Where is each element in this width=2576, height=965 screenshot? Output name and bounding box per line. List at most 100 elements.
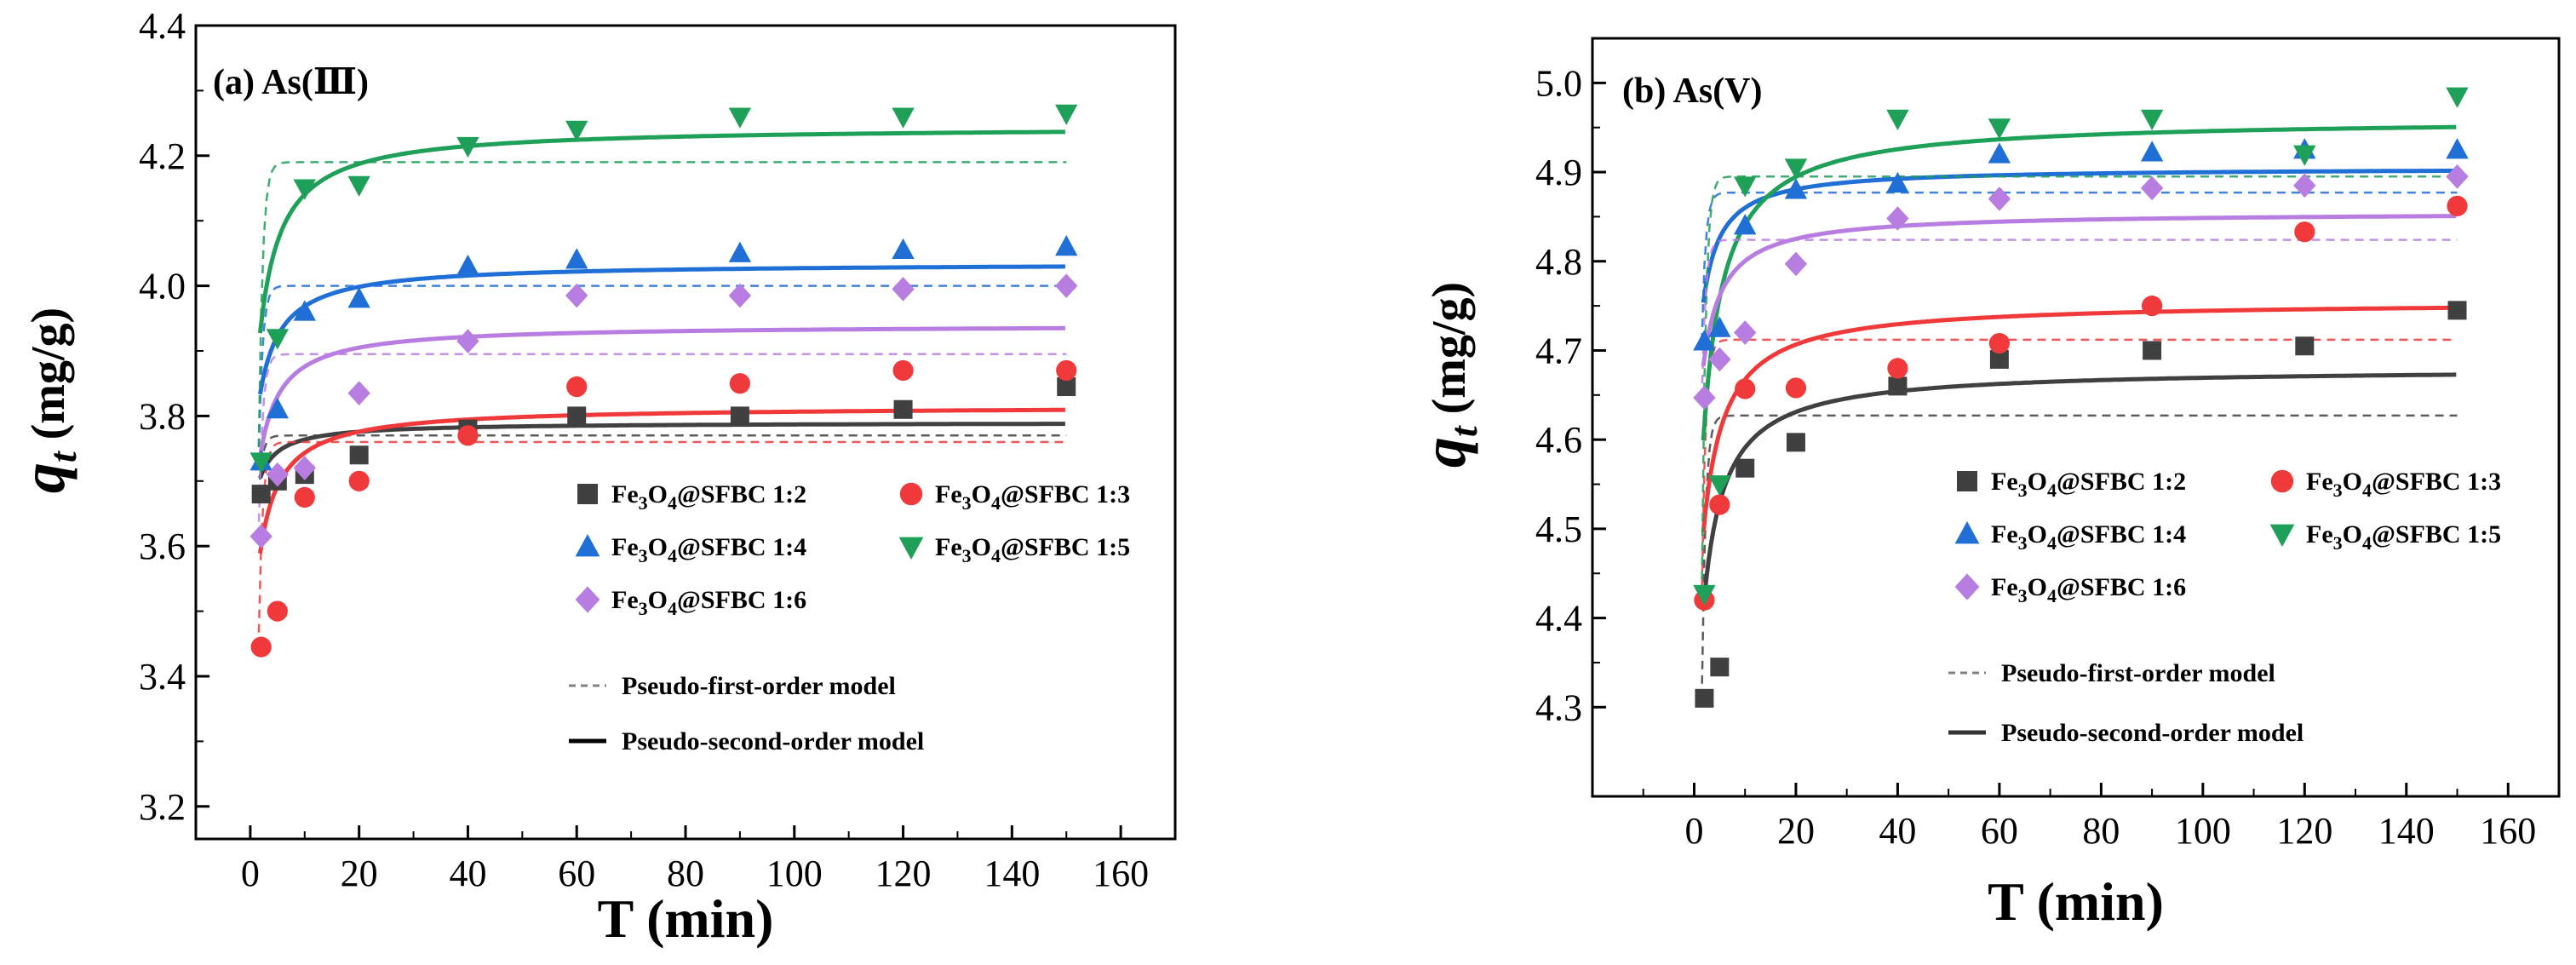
pso-curve-fe3o4-sfbc-1-3 (257, 407, 1065, 554)
data-point-fe3o4-sfbc-1-2 (349, 445, 369, 465)
data-point-fe3o4-sfbc-1-3 (1988, 332, 2010, 354)
y-tick-label: 4.5 (1535, 508, 1582, 550)
data-point-fe3o4-sfbc-1-2 (251, 485, 271, 504)
data-point-fe3o4-sfbc-1-6 (2140, 175, 2164, 201)
legend-label: Fe3O4@SFBC 1:2 (1991, 468, 2186, 501)
legend-subscript: 4 (2362, 532, 2372, 554)
legend-label: Fe3O4@SFBC 1:5 (2306, 520, 2501, 554)
legend-subscript: 4 (668, 492, 677, 514)
legend-marker (899, 482, 923, 506)
x-tick-label: 160 (2480, 810, 2536, 852)
pso-curve-fe3o4-sfbc-1-2 (258, 422, 1065, 480)
y-axis-label-subscript: t (41, 451, 84, 462)
legend-text-part: Fe (1991, 520, 2018, 549)
data-point-fe3o4-sfbc-1-3 (1785, 377, 1807, 399)
legend-label: Fe3O4@SFBC 1:5 (935, 533, 1130, 566)
data-point-fe3o4-sfbc-1-4 (2446, 138, 2469, 159)
legend-text-part: Fe (935, 480, 962, 508)
data-point-fe3o4-sfbc-1-6 (1784, 251, 1808, 277)
legend-text-part: O (2028, 468, 2047, 496)
x-tick-label: 100 (766, 853, 823, 894)
plot-frame (1591, 37, 2561, 798)
legend-marker (2269, 524, 2295, 547)
pso-curve-fe3o4-sfbc-1-4 (257, 264, 1065, 395)
data-point-fe3o4-sfbc-1-3 (250, 636, 272, 658)
legend-text-part: @SFBC 1:5 (1001, 533, 1130, 561)
y-tick-label: 3.6 (139, 526, 186, 567)
legend-text-part: O (2343, 468, 2362, 496)
legend-subscript: 3 (639, 598, 648, 619)
pso-curve-fe3o4-sfbc-1-6 (1701, 214, 2457, 367)
pfo-curve-fe3o4-sfbc-1-2 (1701, 414, 2458, 698)
legend-label: Fe3O4@SFBC 1:3 (935, 480, 1130, 514)
data-point-fe3o4-sfbc-1-4 (1734, 214, 1757, 235)
data-point-fe3o4-sfbc-1-5 (293, 179, 316, 200)
y-tick-label: 4.3 (1535, 686, 1582, 728)
legend-text-part: O (648, 586, 668, 614)
x-tick-label: 20 (1777, 810, 1815, 852)
data-point-fe3o4-sfbc-1-3 (2142, 296, 2163, 317)
legend-subscript: 3 (639, 492, 648, 514)
data-point-fe3o4-sfbc-1-6 (1734, 320, 1757, 345)
data-point-fe3o4-sfbc-1-3 (267, 600, 288, 622)
data-point-fe3o4-sfbc-1-6 (1055, 273, 1078, 298)
y-axis-label: qt (mg/g) (1410, 282, 1485, 468)
data-point-fe3o4-sfbc-1-6 (2446, 164, 2469, 189)
legend-subscript: 4 (2047, 585, 2057, 606)
data-point-fe3o4-sfbc-1-3 (457, 425, 479, 446)
data-point-fe3o4-sfbc-1-3 (566, 376, 588, 398)
y-tick-label: 4.4 (139, 5, 186, 47)
data-point-fe3o4-sfbc-1-5 (1784, 158, 1808, 180)
legend-text-part: @SFBC 1:6 (2057, 573, 2186, 601)
pso-curve-fe3o4-sfbc-1-6 (257, 325, 1065, 457)
x-axis-label: T (min) (1988, 871, 2164, 932)
x-tick-label: 140 (2378, 810, 2435, 852)
data-point-fe3o4-sfbc-1-3 (1056, 359, 1077, 382)
legend-text-part: O (972, 533, 991, 561)
legend-text-part: @SFBC 1:6 (677, 586, 806, 614)
legend-subscript: 3 (2018, 532, 2028, 554)
legend-text-part: O (2343, 520, 2362, 549)
y-axis-label: qt (mg/g) (9, 307, 84, 493)
x-axis-label: T (min) (598, 888, 774, 949)
pfo-curve-fe3o4-sfbc-1-4 (257, 284, 1067, 462)
x-tick-label: 100 (2175, 810, 2231, 852)
data-point-fe3o4-sfbc-1-5 (456, 136, 479, 158)
legend-text-part: Fe (611, 533, 639, 561)
data-point-fe3o4-sfbc-1-6 (1886, 206, 1909, 231)
y-tick-label: 4.4 (1535, 598, 1582, 640)
x-tick-label: 80 (2082, 810, 2120, 852)
data-point-fe3o4-sfbc-1-6 (1693, 385, 1716, 411)
legend-label: Fe3O4@SFBC 1:6 (611, 586, 806, 619)
data-point-fe3o4-sfbc-1-3 (294, 486, 315, 508)
data-point-fe3o4-sfbc-1-2 (1888, 376, 1908, 396)
y-tick-label: 5.0 (1535, 62, 1582, 104)
legend-subscript: 3 (2018, 585, 2028, 606)
legend-subscript: 4 (2362, 480, 2372, 501)
data-point-fe3o4-sfbc-1-5 (2140, 109, 2164, 130)
data-point-fe3o4-sfbc-1-2 (730, 406, 749, 426)
legend-marker (1954, 521, 1980, 544)
panel-title: (b) As(V) (1622, 72, 1763, 111)
data-point-fe3o4-sfbc-1-4 (266, 398, 290, 419)
legend-subscript: 3 (2333, 532, 2343, 554)
legend-text-part: @SFBC 1:5 (2372, 520, 2501, 549)
data-point-fe3o4-sfbc-1-2 (1695, 688, 1714, 708)
legend-label: Fe3O4@SFBC 1:4 (1991, 520, 2186, 554)
y-tick-label: 4.8 (1535, 241, 1582, 283)
data-point-fe3o4-sfbc-1-6 (565, 283, 588, 308)
data-point-fe3o4-sfbc-1-6 (2293, 173, 2316, 198)
data-point-fe3o4-sfbc-1-4 (1693, 330, 1716, 351)
legend-subscript: 3 (2018, 480, 2028, 501)
pfo-curve-fe3o4-sfbc-1-3 (1701, 338, 2458, 600)
x-tick-label: 120 (875, 853, 932, 894)
data-point-fe3o4-sfbc-1-2 (2143, 341, 2162, 360)
data-point-fe3o4-sfbc-1-2 (1710, 658, 1730, 677)
data-point-fe3o4-sfbc-1-5 (1708, 475, 1731, 497)
data-point-fe3o4-sfbc-1-2 (1736, 458, 1755, 478)
data-point-fe3o4-sfbc-1-4 (2140, 141, 2164, 162)
legend-text-part: O (648, 480, 668, 508)
data-point-fe3o4-sfbc-1-4 (892, 238, 915, 260)
pfo-curve-fe3o4-sfbc-1-5 (257, 161, 1067, 462)
